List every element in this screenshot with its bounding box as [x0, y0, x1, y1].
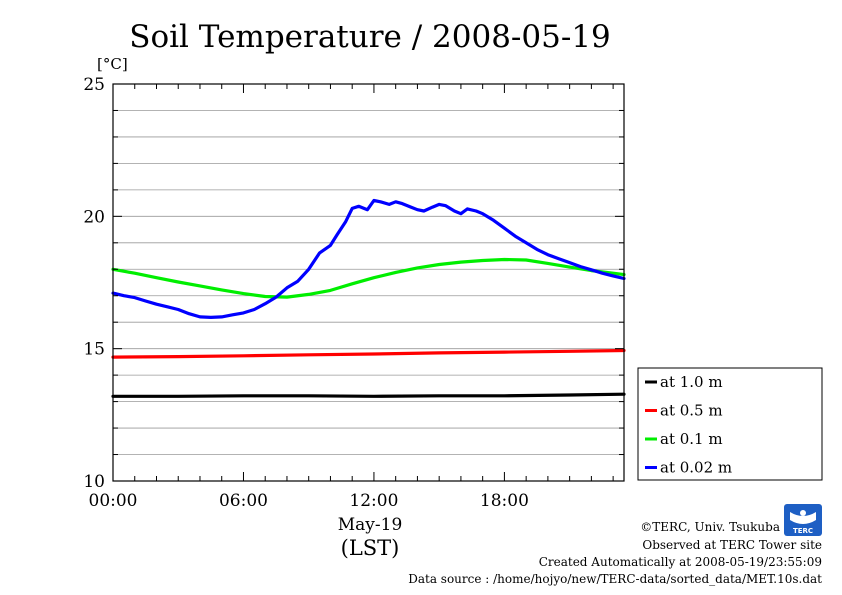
- series-line-2: [111, 257, 626, 299]
- legend-label: at 0.02 m: [660, 459, 732, 477]
- x-tick-label: 06:00: [219, 491, 268, 511]
- series-line-3: [111, 198, 626, 319]
- series-lines: [111, 198, 626, 398]
- axis-ticks: [112, 83, 624, 482]
- series-line-1: [111, 348, 626, 359]
- legend-label: at 1.0 m: [660, 373, 723, 391]
- legend-label: at 0.5 m: [660, 402, 723, 420]
- y-axis-unit: [°C]: [97, 55, 128, 73]
- y-tick-label: 10: [83, 472, 105, 492]
- x-axis-sublabel: (LST): [341, 536, 400, 560]
- legend: at 1.0 m at 0.5 m at 0.1 m at 0.02 m: [637, 367, 823, 481]
- series-line-0: [111, 392, 626, 398]
- legend-label: at 0.1 m: [660, 430, 723, 448]
- x-tick-label: 18:00: [480, 491, 529, 511]
- credit-copyright: ©TERC, Univ. Tsukuba: [640, 520, 780, 534]
- y-tick-label: 15: [83, 340, 105, 360]
- credit-observed: Observed at TERC Tower site: [642, 538, 822, 552]
- credit-created: Created Automatically at 2008-05-19/23:5…: [539, 555, 822, 569]
- logo-text: TERC: [793, 527, 813, 535]
- x-tick-label: 12:00: [349, 491, 398, 511]
- terc-logo: TERC: [784, 504, 822, 536]
- plot-frame: [112, 83, 625, 482]
- x-tick-label: 00:00: [89, 491, 138, 511]
- grid: [113, 110, 624, 455]
- credit-source: Data source : /home/hojyo/new/TERC-data/…: [408, 572, 822, 586]
- legend-box: [637, 367, 823, 481]
- logo-wave-icon: [790, 512, 816, 524]
- logo-drop-icon: [800, 510, 806, 516]
- tick-labels: 10 15 20 25 00:00 06:00 12:00 18:00: [83, 75, 529, 511]
- y-tick-label: 20: [83, 207, 105, 227]
- chart-title: Soil Temperature / 2008-05-19: [129, 19, 611, 55]
- x-axis-label: May-19: [338, 515, 403, 535]
- y-tick-label: 25: [83, 75, 105, 95]
